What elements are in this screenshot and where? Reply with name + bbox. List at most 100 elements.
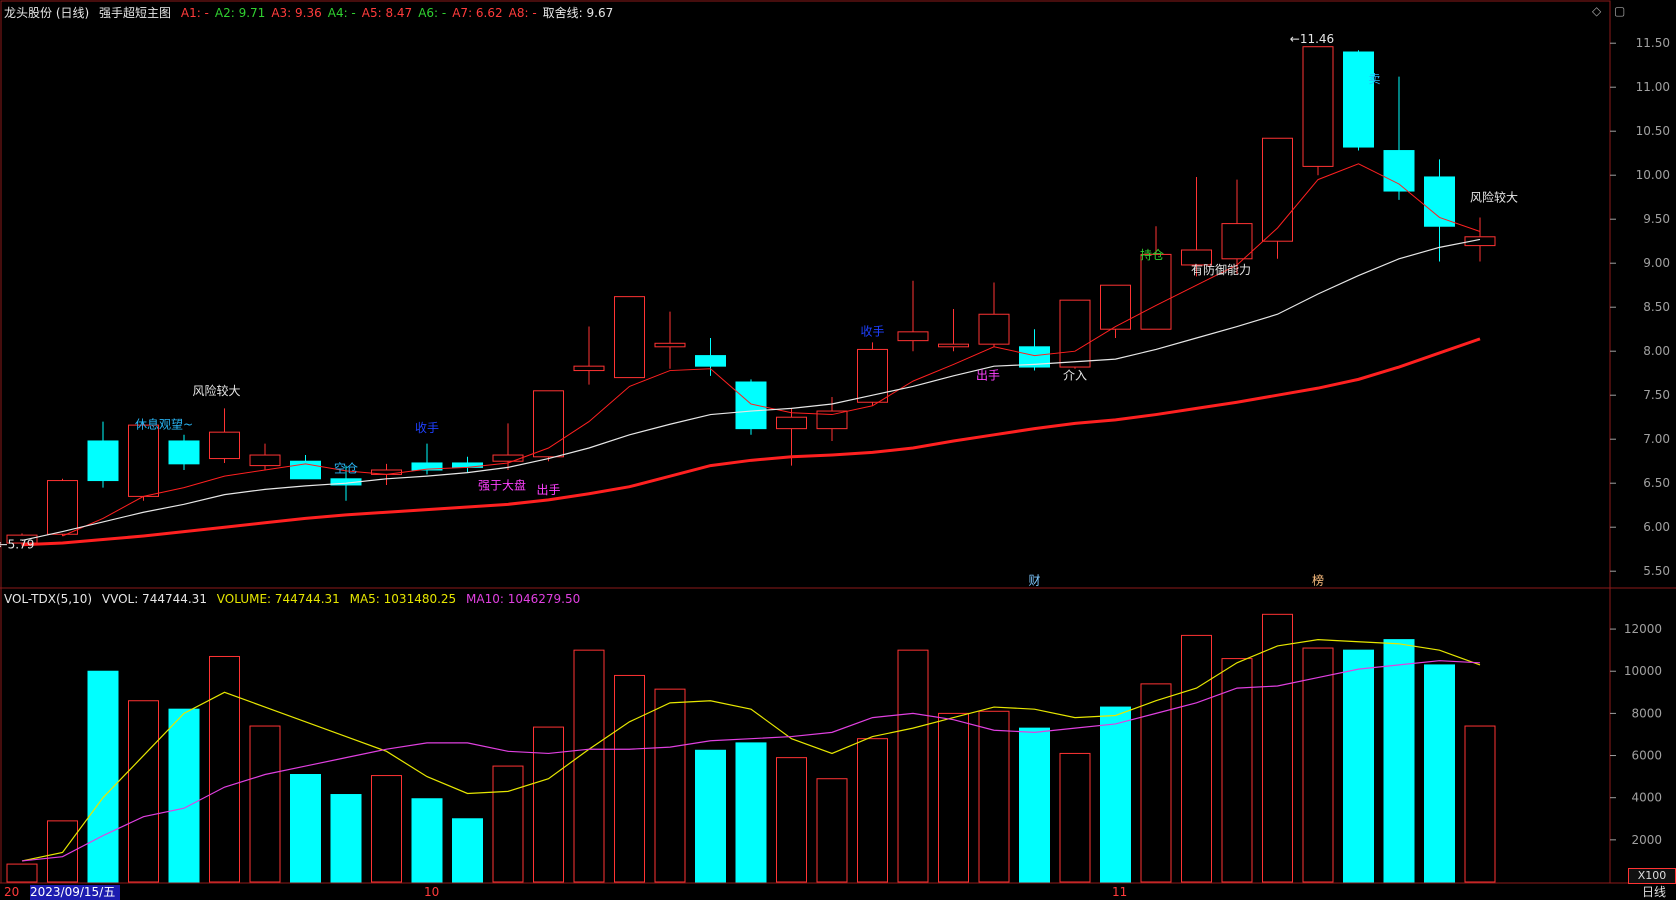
volume-bar	[209, 655, 240, 883]
date-cursor-label: 2023/09/15/五	[30, 885, 120, 900]
candle-body	[897, 331, 929, 342]
price-tick-label: 6.50	[1643, 476, 1670, 490]
x-label-oct: 10	[424, 885, 440, 899]
candle-body	[87, 440, 119, 482]
volume-tick-label: 2000	[1631, 833, 1662, 847]
candle-body	[1221, 223, 1253, 260]
param-8: 取舍线: 9.67	[542, 6, 614, 20]
signal-label: 休息观望~	[135, 417, 193, 432]
period-label[interactable]: 日线	[1641, 885, 1666, 899]
signal-label: 有防御能力	[1191, 262, 1251, 277]
ma5-value: MA5: 1031480.25	[349, 592, 457, 606]
signal-label: 出手	[536, 483, 560, 497]
candle-body	[6, 534, 38, 544]
volume-bar	[1140, 683, 1172, 883]
candle-body	[1019, 346, 1050, 368]
volume-bar	[614, 674, 645, 883]
volume-bar	[6, 863, 38, 883]
volume-bar	[168, 708, 200, 883]
ma-white-line	[21, 238, 1481, 541]
price-tick-label: 7.00	[1643, 432, 1670, 446]
volume-tick-label: 4000	[1631, 791, 1662, 805]
volume-bar	[654, 688, 686, 883]
ma10-value: MA10: 1046279.50	[466, 592, 581, 606]
volume-bar	[249, 725, 281, 883]
candle-body	[249, 454, 281, 467]
signal-label: 强于大盘	[478, 477, 526, 492]
price-tick-label: 10.50	[1636, 124, 1670, 138]
volume-bar	[938, 712, 969, 883]
volume-bar	[1019, 727, 1050, 883]
candle-body	[47, 480, 78, 535]
stock-title: 龙头股份 (日线)	[4, 6, 90, 20]
volume-header: VOL-TDX(5,10) VVOL: 744744.31 VOLUME: 74…	[4, 592, 586, 606]
volume-bar	[573, 649, 605, 883]
candle-body	[1059, 299, 1091, 368]
main-chart-header: 龙头股份 (日线) 强手超短主图 A1: - A2: 9.71 A3: 9.36 A4…	[4, 4, 625, 21]
signal-label: 榜	[1312, 572, 1324, 587]
param-1: A2: 9.71	[214, 6, 266, 20]
candle-body	[1424, 176, 1455, 227]
volume-bar	[1059, 752, 1091, 883]
volume-bar	[735, 742, 767, 883]
candle-body	[1464, 236, 1496, 247]
volume-bar	[1464, 725, 1496, 883]
price-tick-label: 11.00	[1636, 80, 1670, 94]
volume-tick-label: 12000	[1624, 622, 1662, 636]
volume-bar	[290, 774, 321, 883]
signal-label: 风险较大	[1470, 190, 1518, 205]
param-3: A4: -	[327, 6, 356, 20]
signal-label: ←11.46	[1290, 32, 1334, 46]
candle-body	[857, 348, 888, 403]
volume-bar	[452, 818, 483, 883]
candle-body	[816, 410, 848, 430]
param-2: A3: 9.36	[271, 6, 322, 20]
volume-bar	[1221, 658, 1253, 883]
volume-tick-label: 6000	[1631, 749, 1662, 763]
candle-body	[209, 431, 240, 460]
signal-label: 空仓	[334, 462, 358, 476]
volume-bar	[128, 700, 159, 883]
signal-label: 介入	[1063, 368, 1087, 382]
price-tick-label: 5.50	[1643, 564, 1670, 578]
candle-body	[411, 462, 443, 471]
indicator-title: 强手超短主图	[99, 6, 172, 20]
ma-thick-red-line	[21, 337, 1481, 547]
param-6: A7: 6.62	[452, 6, 503, 20]
candle-body	[1302, 46, 1334, 167]
candle-body	[695, 355, 726, 367]
collapse-icon[interactable]: ▢	[1614, 4, 1626, 18]
candle-body	[128, 424, 159, 497]
indicator-params: A1: - A2: 9.71 A3: 9.36 A4: - A5: 8.47 A6: - A…	[181, 6, 619, 20]
diamond-icon[interactable]: ◇	[1592, 4, 1602, 18]
volume-bar	[857, 738, 888, 883]
candle-body	[1262, 137, 1293, 242]
volume-bar	[1181, 634, 1212, 883]
volume-bar	[411, 798, 443, 883]
volume-ma10-line	[21, 660, 1481, 862]
volume-tick-label: 10000	[1624, 664, 1662, 678]
signal-label: 收手	[860, 324, 884, 338]
x-label-nov: 11	[1112, 885, 1128, 899]
volume-bar	[330, 794, 362, 883]
volume-bar	[978, 710, 1010, 883]
param-4: A5: 8.47	[361, 6, 413, 20]
volume-bar	[1100, 706, 1131, 883]
price-tick-label: 8.00	[1643, 344, 1670, 358]
signal-label: 收手	[415, 421, 439, 435]
candle-body	[492, 454, 524, 462]
candle-body	[1100, 284, 1131, 330]
x-label-year: 20	[4, 885, 20, 899]
candle-body	[938, 343, 969, 348]
vvol-value: VVOL: 744744.31	[101, 592, 207, 606]
candle-body	[735, 381, 767, 430]
candle-body	[1343, 51, 1374, 148]
volume-bar	[897, 649, 929, 883]
price-tick-label: 7.50	[1643, 388, 1670, 402]
volume-bar	[816, 778, 848, 883]
param-7: A8: -	[508, 6, 537, 20]
price-tick-label: 9.50	[1643, 212, 1670, 226]
param-0: A1: -	[180, 6, 209, 20]
signal-label: 出手	[976, 368, 1000, 382]
